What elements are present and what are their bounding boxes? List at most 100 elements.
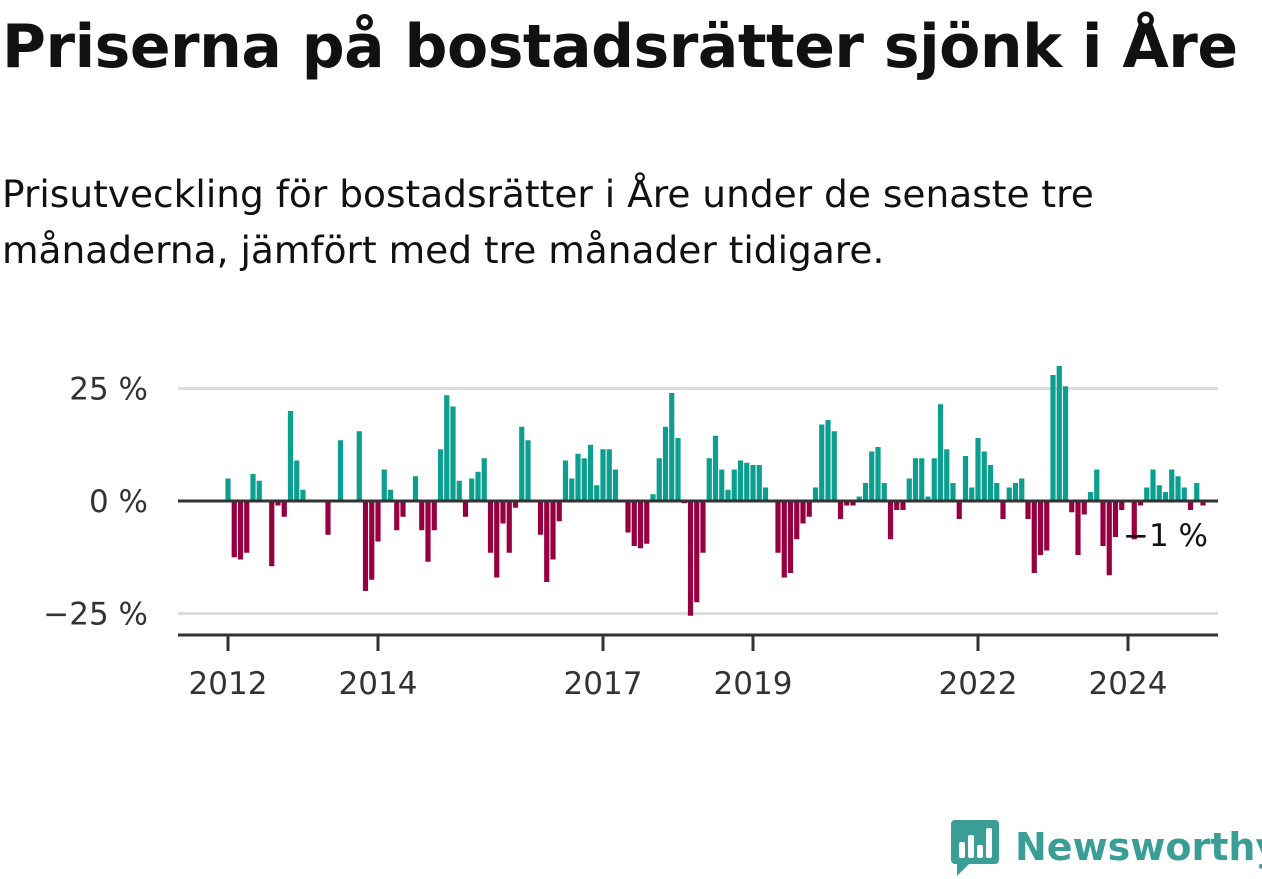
bar xyxy=(931,458,937,501)
bar xyxy=(412,476,419,501)
bar xyxy=(394,501,400,531)
x-tick-label: 2022 xyxy=(939,666,1018,702)
bar xyxy=(950,483,956,501)
bar xyxy=(919,458,925,501)
bar xyxy=(325,501,331,535)
bar xyxy=(294,460,300,501)
bar xyxy=(906,478,912,501)
bar xyxy=(556,501,562,522)
bar xyxy=(250,474,256,501)
bar xyxy=(825,420,831,501)
bar xyxy=(800,501,806,524)
bar xyxy=(669,393,675,501)
bar xyxy=(687,501,694,616)
bar xyxy=(244,501,250,553)
bar xyxy=(356,431,362,501)
bar xyxy=(806,501,812,517)
bar xyxy=(337,440,344,501)
x-axis-labels: 2012 2014 2017 2019 2022 2024 xyxy=(189,635,1168,702)
bar xyxy=(844,501,850,506)
bar xyxy=(969,487,975,501)
brand-name: Newsworthy xyxy=(1015,825,1262,869)
bar xyxy=(462,501,469,517)
bar xyxy=(544,501,550,582)
bar xyxy=(1162,492,1169,501)
bar xyxy=(1150,469,1156,501)
bar xyxy=(437,449,444,501)
y-axis-labels: −25 % 0 % 25 % xyxy=(43,372,148,633)
bar xyxy=(287,411,294,501)
bar xyxy=(775,501,781,553)
bar xyxy=(1112,501,1119,537)
bar xyxy=(1019,478,1025,501)
bar xyxy=(737,460,744,501)
bar xyxy=(275,501,281,506)
bar xyxy=(1000,501,1006,519)
bar xyxy=(494,501,500,578)
bar xyxy=(1025,501,1031,519)
bar xyxy=(550,501,556,560)
bar xyxy=(569,478,575,501)
bar xyxy=(450,406,456,501)
bar xyxy=(525,440,531,501)
x-tick-label: 2012 xyxy=(189,666,268,702)
bar xyxy=(362,501,369,591)
bar xyxy=(744,462,750,501)
bar xyxy=(837,501,844,519)
bar xyxy=(369,501,375,580)
bar xyxy=(1050,375,1056,501)
bar xyxy=(612,469,619,501)
bar xyxy=(862,483,869,501)
bar xyxy=(1006,487,1012,501)
bar xyxy=(1056,366,1062,501)
bar xyxy=(756,465,762,501)
bar xyxy=(981,451,987,501)
bar xyxy=(637,501,644,549)
bar xyxy=(625,501,631,533)
bar xyxy=(1031,501,1037,573)
bar xyxy=(594,485,600,501)
bar xyxy=(225,478,231,501)
bar xyxy=(1131,501,1137,540)
bar xyxy=(1062,386,1069,501)
bar xyxy=(300,489,306,501)
bar xyxy=(731,469,737,501)
bar xyxy=(500,501,506,524)
bar xyxy=(256,480,262,501)
bar xyxy=(762,487,769,501)
bar xyxy=(706,458,712,501)
bar xyxy=(1106,501,1112,576)
bar xyxy=(1087,492,1094,501)
bar xyxy=(519,426,525,501)
bar xyxy=(1100,501,1106,546)
bar xyxy=(956,501,962,519)
bar xyxy=(812,487,819,501)
bar xyxy=(481,458,487,501)
bar xyxy=(537,501,544,535)
bar xyxy=(750,465,756,501)
bar xyxy=(1119,501,1125,510)
bar xyxy=(794,501,800,540)
bar xyxy=(1187,501,1194,510)
bar xyxy=(587,444,594,501)
bar xyxy=(1144,487,1150,501)
bar xyxy=(431,501,437,531)
bar xyxy=(606,449,612,501)
bar xyxy=(1044,501,1050,551)
axes xyxy=(178,499,1218,637)
x-tick-label: 2024 xyxy=(1089,666,1168,702)
bar xyxy=(975,438,981,501)
bar xyxy=(400,501,406,517)
bar xyxy=(1094,469,1100,501)
bar xyxy=(631,501,637,546)
bar xyxy=(912,458,919,501)
bar xyxy=(994,483,1000,501)
bar xyxy=(512,501,519,508)
bar xyxy=(712,435,719,501)
y-tick-label: −25 % xyxy=(43,597,148,633)
y-tick-label: 25 % xyxy=(69,372,148,408)
bar xyxy=(1081,501,1087,515)
bar xyxy=(1175,476,1181,501)
grid-lines xyxy=(178,387,1218,615)
bar xyxy=(1194,483,1200,501)
